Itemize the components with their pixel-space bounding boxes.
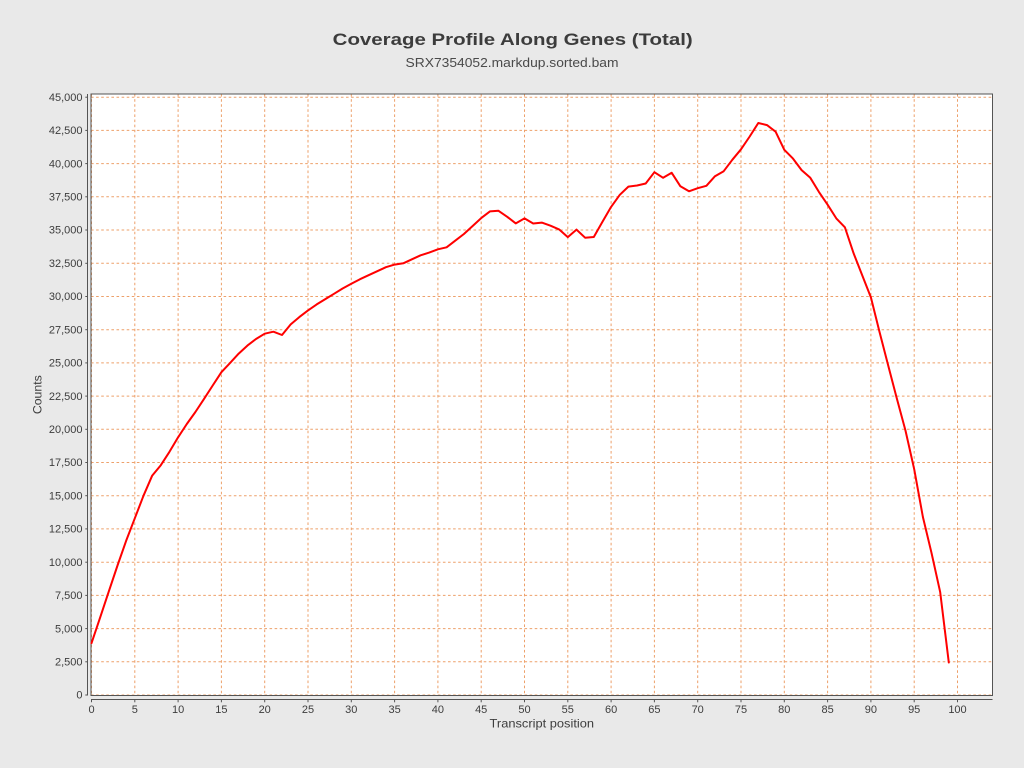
svg-text:Coverage Profile Along Genes (: Coverage Profile Along Genes (Total) [333, 30, 693, 49]
svg-text:2,500: 2,500 [55, 657, 83, 669]
svg-text:17,500: 17,500 [49, 457, 83, 469]
svg-text:45: 45 [475, 704, 487, 716]
svg-text:100: 100 [948, 704, 966, 716]
svg-text:65: 65 [648, 704, 660, 716]
svg-text:22,500: 22,500 [49, 391, 83, 403]
svg-text:7,500: 7,500 [55, 590, 83, 602]
svg-text:10: 10 [172, 704, 184, 716]
svg-text:80: 80 [778, 704, 790, 716]
svg-text:27,500: 27,500 [49, 324, 83, 336]
svg-text:60: 60 [605, 704, 617, 716]
svg-text:Transcript position: Transcript position [490, 717, 595, 731]
svg-text:20,000: 20,000 [49, 424, 83, 436]
svg-text:25,000: 25,000 [49, 358, 83, 370]
svg-text:0: 0 [76, 690, 82, 702]
svg-text:10,000: 10,000 [49, 557, 83, 569]
svg-text:30: 30 [345, 704, 357, 716]
svg-text:35: 35 [388, 704, 400, 716]
svg-text:50: 50 [518, 704, 530, 716]
svg-text:45,000: 45,000 [49, 92, 83, 104]
svg-text:30,000: 30,000 [49, 291, 83, 303]
svg-text:12,500: 12,500 [49, 524, 83, 536]
svg-text:55: 55 [562, 704, 574, 716]
svg-text:32,500: 32,500 [49, 258, 83, 270]
svg-text:95: 95 [908, 704, 920, 716]
svg-text:40: 40 [432, 704, 444, 716]
svg-text:70: 70 [692, 704, 704, 716]
svg-text:15: 15 [215, 704, 227, 716]
svg-text:SRX7354052.markdup.sorted.bam: SRX7354052.markdup.sorted.bam [406, 55, 619, 70]
svg-text:15,000: 15,000 [49, 490, 83, 502]
svg-text:25: 25 [302, 704, 314, 716]
svg-text:35,000: 35,000 [49, 225, 83, 237]
svg-text:5,000: 5,000 [55, 623, 83, 635]
svg-text:40,000: 40,000 [49, 158, 83, 170]
svg-text:85: 85 [821, 704, 833, 716]
svg-text:90: 90 [865, 704, 877, 716]
svg-text:20: 20 [259, 704, 271, 716]
svg-text:37,500: 37,500 [49, 192, 83, 204]
svg-text:Counts: Counts [31, 375, 45, 414]
svg-text:42,500: 42,500 [49, 125, 83, 137]
svg-text:0: 0 [88, 704, 94, 716]
svg-text:5: 5 [132, 704, 138, 716]
svg-text:75: 75 [735, 704, 747, 716]
